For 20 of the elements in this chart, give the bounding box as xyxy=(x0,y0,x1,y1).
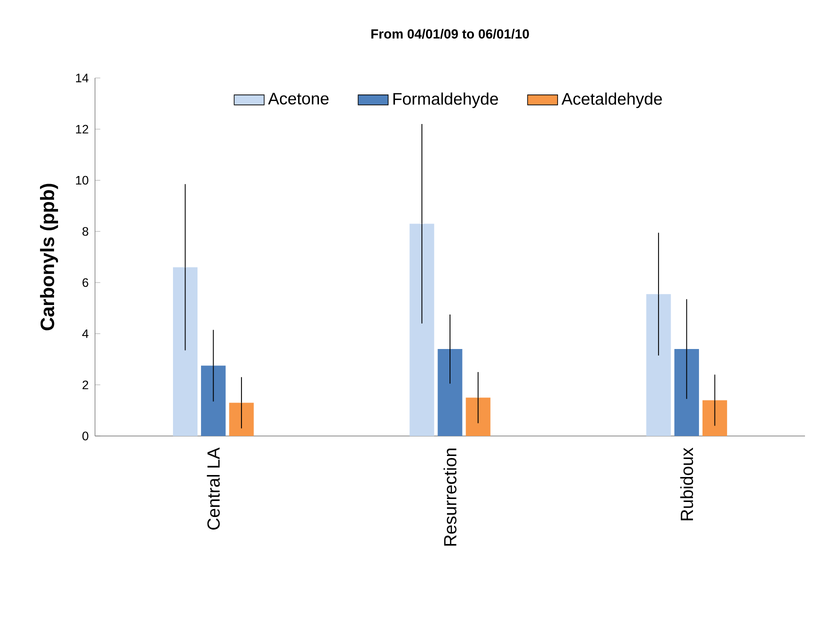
chart-title: From 04/01/09 to 06/01/10 xyxy=(371,28,529,39)
legend-label: Acetone xyxy=(268,92,329,104)
bar xyxy=(438,349,462,436)
legend-label: Formaldehyde xyxy=(393,92,498,108)
bar xyxy=(410,224,434,436)
x-tick-label: Rubidoux xyxy=(680,448,694,520)
bar xyxy=(646,294,671,436)
y-tick-label: 10 xyxy=(76,176,88,185)
y-tick-label: 6 xyxy=(82,278,88,287)
y-tick-label: 12 xyxy=(76,124,88,134)
y-tick-label: 8 xyxy=(82,227,88,236)
y-axis-title: Carbonyls (ppb) xyxy=(40,184,58,330)
y-tick-label: 2 xyxy=(82,380,88,390)
y-tick-label: 4 xyxy=(82,329,88,338)
legend-label: Acetaldehyde xyxy=(562,92,662,108)
x-tick-label: Central LA xyxy=(206,448,220,530)
bar xyxy=(172,267,198,436)
y-tick-label: 14 xyxy=(76,74,88,82)
y-tick-label: 0 xyxy=(82,432,88,440)
x-tick-label: Resurrection xyxy=(444,448,456,546)
